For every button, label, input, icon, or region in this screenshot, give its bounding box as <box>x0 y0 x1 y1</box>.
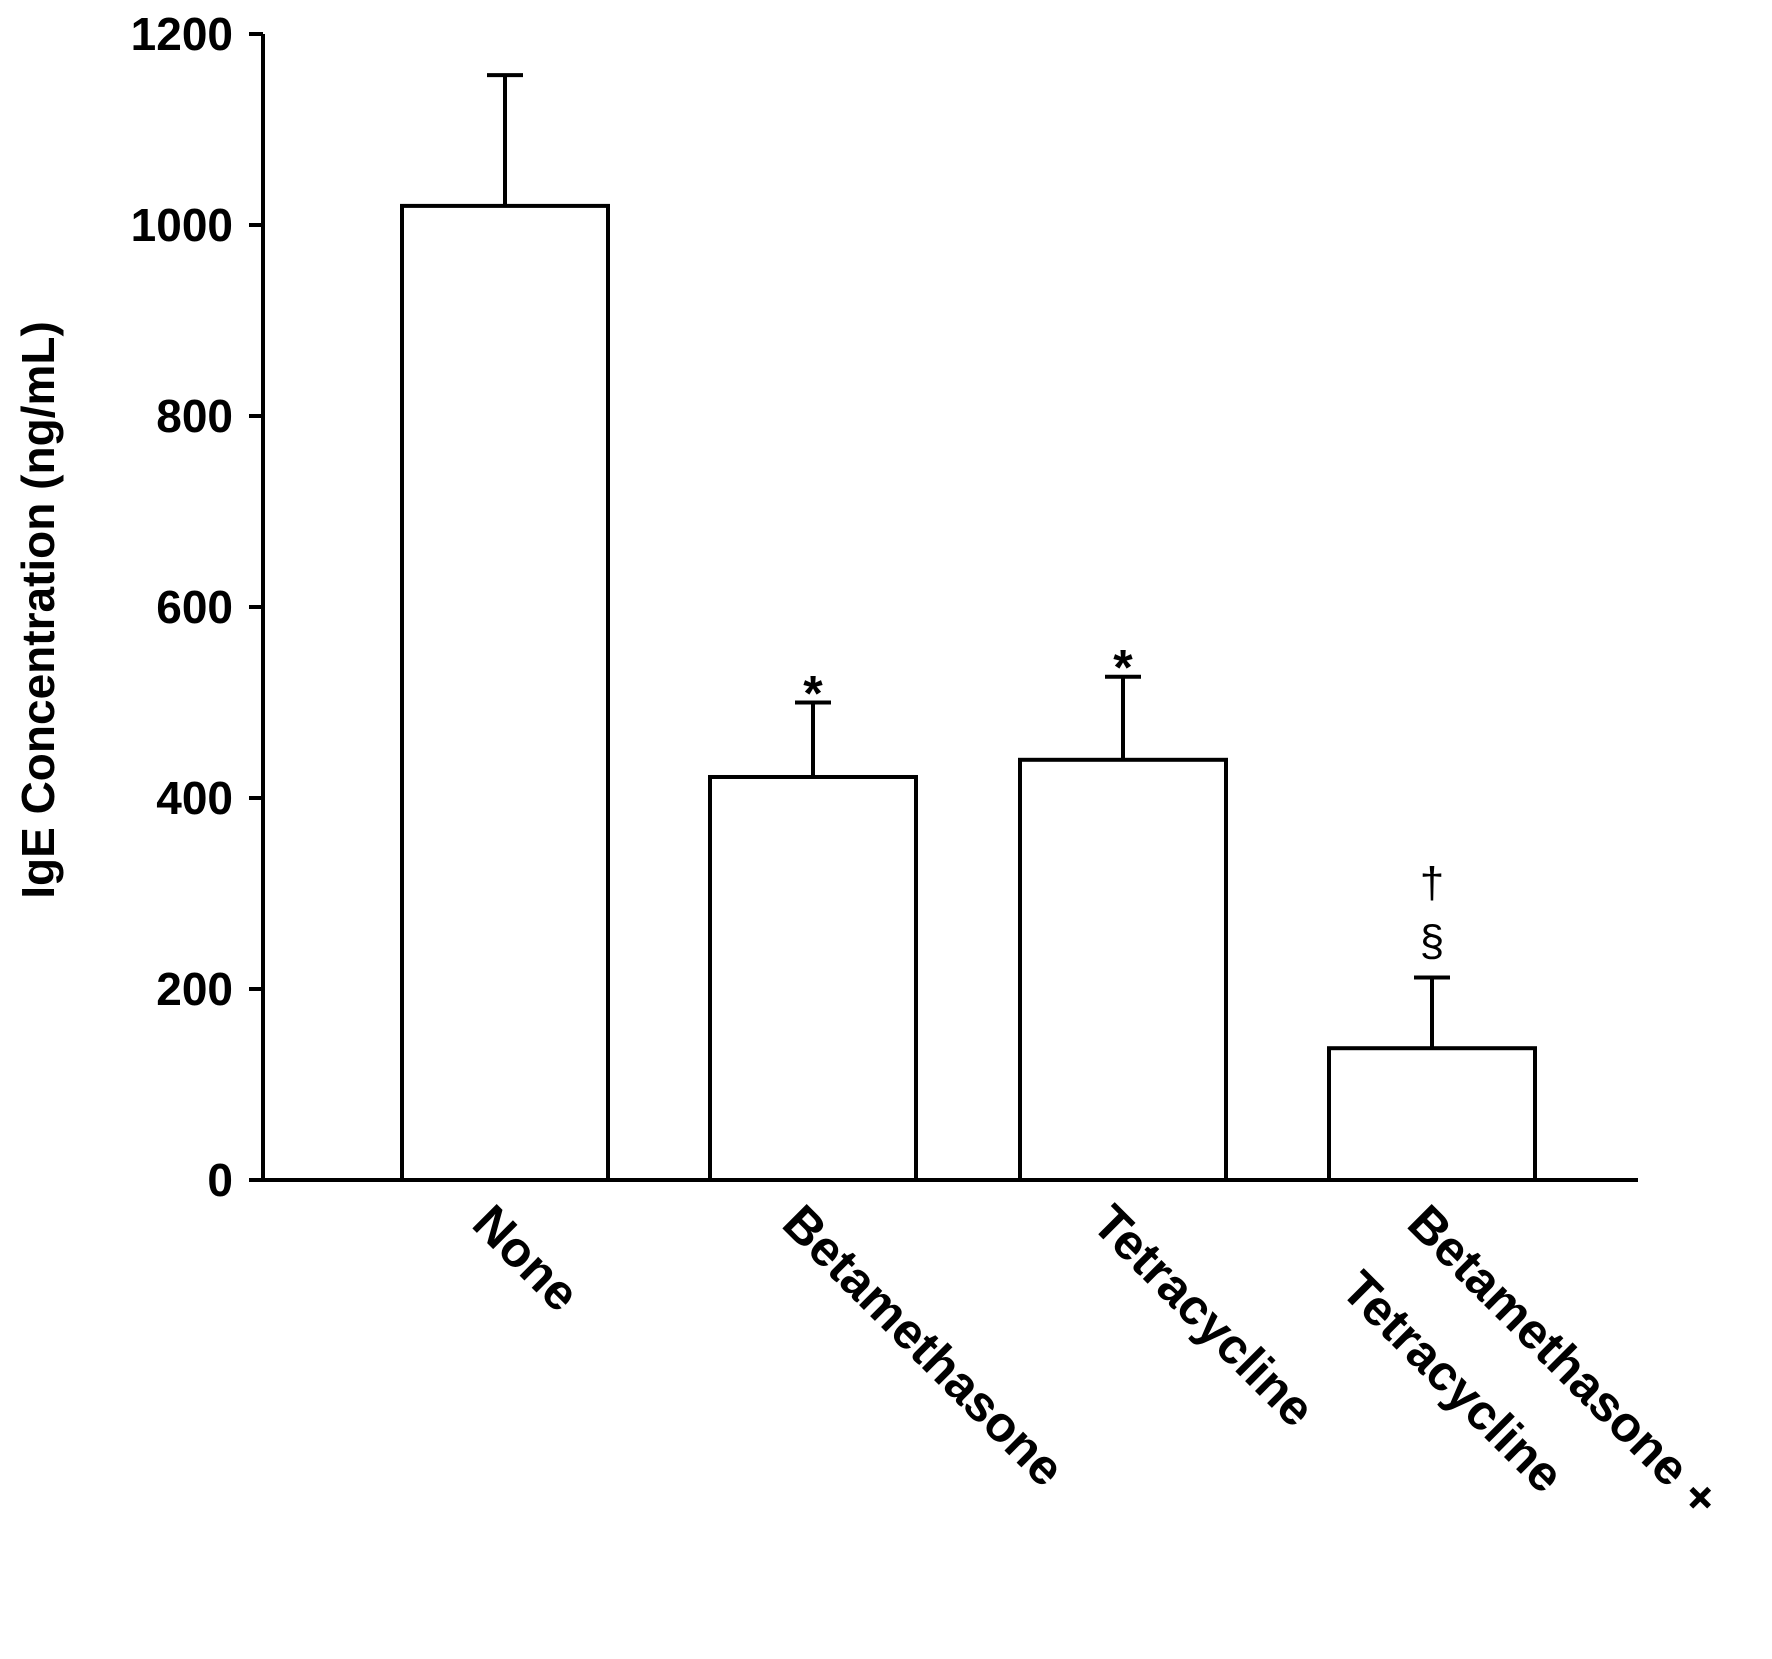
x-category-label: Tetracycline <box>1082 1194 1325 1437</box>
bar <box>400 203 610 1182</box>
bar <box>1327 1046 1537 1182</box>
y-tick-label: 400 <box>156 772 233 824</box>
y-tick-label: 1200 <box>131 8 233 60</box>
significance-marker: § <box>1420 917 1444 966</box>
y-tick-label: 0 <box>207 1154 233 1206</box>
y-ticks-layer: 0 200 400 600 800 1000 1200 <box>131 8 263 1206</box>
x-category-labels-layer: None Betamethasone Tetracycline Betamethaso… <box>462 1194 1730 1527</box>
y-tick-label: 200 <box>156 963 233 1015</box>
significance-annotations-layer: * * § † <box>803 640 1444 966</box>
y-tick-label: 1000 <box>131 199 233 251</box>
significance-marker: * <box>1113 640 1133 696</box>
y-tick-label: 800 <box>156 390 233 442</box>
x-category-label: None <box>462 1194 590 1322</box>
significance-marker: * <box>803 666 823 722</box>
significance-marker: † <box>1420 859 1444 908</box>
y-tick-label: 600 <box>156 581 233 633</box>
error-bars-layer <box>487 73 1450 1049</box>
x-category-label: Betamethasone <box>772 1194 1075 1497</box>
bar <box>708 774 918 1182</box>
bar <box>1018 757 1228 1182</box>
bars-layer <box>400 203 1537 1182</box>
y-axis-title: IgE Concentration (ng/mL) <box>12 321 64 899</box>
